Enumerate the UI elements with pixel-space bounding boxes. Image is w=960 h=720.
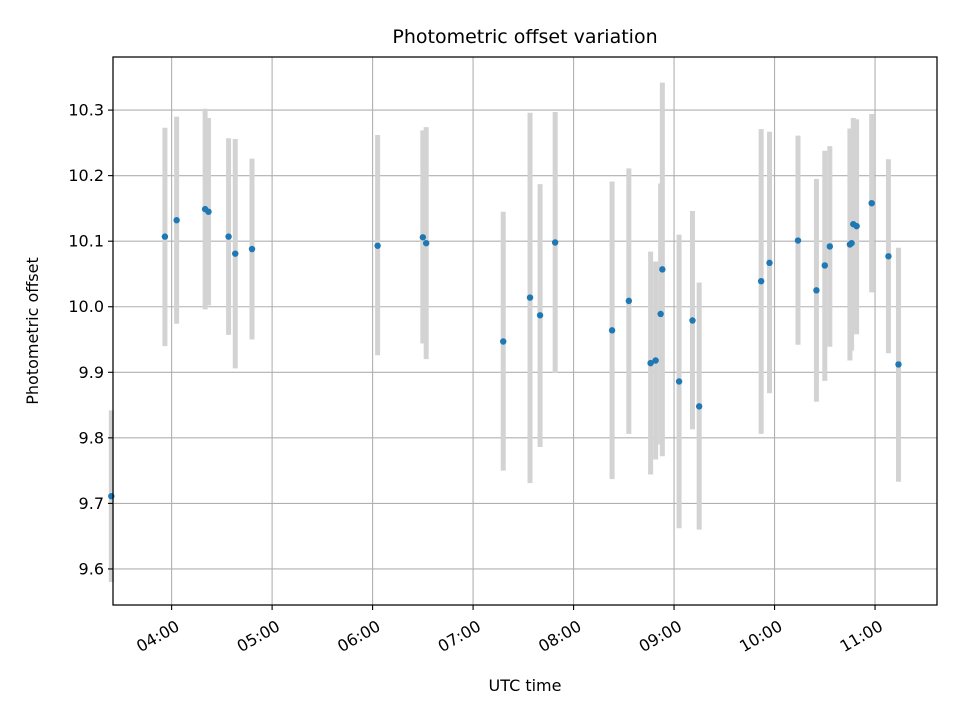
data-point [853,222,860,230]
y-tick-label: 9.6 [79,559,104,578]
data-points [108,199,902,500]
x-tick-label: 09:00 [636,616,685,656]
data-point [895,361,902,368]
data-point [657,310,664,318]
data-point [173,217,180,224]
x-tick-label: 11:00 [837,616,886,656]
data-point [689,317,696,324]
data-point [659,266,666,273]
data-point [500,338,507,345]
data-point [608,327,616,334]
data-point [248,245,256,253]
x-axis-title: UTC time [489,676,562,695]
plot-frame [112,56,938,606]
data-point [374,242,381,249]
data-point [821,262,828,269]
data-point [419,234,427,241]
data-point [526,294,534,301]
data-point [695,403,703,410]
chart-title: Photometric offset variation [392,26,657,48]
x-tick-label: 04:00 [133,616,182,656]
x-axis-ticks: 04:00 05:00 06:00 07:00 08:00 09:00 10:00 11:00 [133,605,886,656]
data-point [551,239,559,246]
x-tick-label: 08:00 [535,616,584,656]
data-point [652,357,659,364]
data-point [794,237,802,244]
data-point [885,253,892,260]
data-point [868,199,875,207]
y-tick-label: 9.7 [79,494,104,513]
y-tick-label: 9.8 [79,428,104,447]
data-point [422,239,430,247]
data-point [647,359,654,367]
data-point [826,243,834,250]
data-point [161,233,169,240]
data-point [675,378,683,385]
x-tick-label: 10:00 [736,616,785,656]
x-tick-label: 06:00 [334,616,383,656]
y-tick-label: 10.0 [68,297,104,316]
y-tick-label: 9.9 [79,363,104,382]
data-point [813,287,820,294]
data-point [766,259,773,267]
data-point [225,233,232,240]
error-bars [108,82,901,583]
x-tick-label: 07:00 [435,616,484,656]
x-tick-label: 05:00 [234,616,283,656]
data-point [536,312,544,319]
y-tick-label: 10.1 [68,232,104,251]
y-axis-title: Photometric offset [23,257,42,405]
data-point [625,297,633,305]
data-point [848,239,855,247]
data-point [757,277,765,285]
data-point [232,250,239,257]
y-tick-label: 10.3 [68,101,104,120]
y-tick-label: 10.2 [68,166,104,185]
y-axis-ticks: 9.6 9.7 9.8 9.9 10.0 10.1 10.2 10.3 [68,101,113,578]
data-point [205,208,212,215]
